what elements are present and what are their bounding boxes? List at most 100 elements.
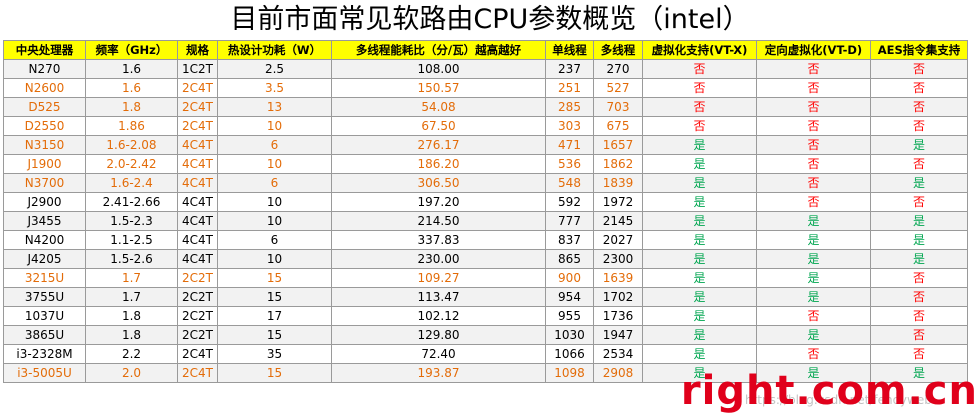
table-cell: 3755U xyxy=(3,287,86,307)
table-cell: J2900 xyxy=(3,192,86,212)
column-header: AES指令集支持 xyxy=(870,40,968,60)
table-cell: 13 xyxy=(217,97,332,117)
table-row: i3-2328M 2.2 2C4T 35 72.40 1066 2534 是否否 xyxy=(3,344,968,364)
url-watermark: https://blog.csdn.net/fenoyweb xyxy=(745,393,932,407)
support-flag-cell: 是 xyxy=(756,363,871,383)
table-cell: 1947 xyxy=(593,325,643,345)
support-flag-cell: 是 xyxy=(756,211,871,231)
support-flag-cell: 否 xyxy=(870,325,968,345)
table-cell: 1.6-2.08 xyxy=(85,135,178,155)
column-header: 规格 xyxy=(177,40,218,60)
support-flag-cell: 是 xyxy=(870,249,968,269)
table-row: 3865U 1.8 2C2T 15 129.80 1030 1947 是是否 xyxy=(3,325,968,345)
table-cell: 4C4T xyxy=(177,230,218,250)
support-flag-cell: 否 xyxy=(642,59,757,79)
column-header: 频率（GHz） xyxy=(85,40,178,60)
support-flag-cell: 是 xyxy=(756,230,871,250)
support-flag-cell: 否 xyxy=(756,59,871,79)
table-cell: 2C4T xyxy=(177,344,218,364)
table-cell: 1037U xyxy=(3,306,86,326)
table-row: N3150 1.6-2.08 4C4T 6 276.17 471 1657 是否是 xyxy=(3,135,968,155)
table-cell: 230.00 xyxy=(331,249,546,269)
table-body: N270 1.6 1C2T 2.5 108.00 237 270 否否否 N2600 1.6 2C4… xyxy=(3,59,968,383)
table-row: N2600 1.6 2C4T 3.5 150.57 251 527 否否否 xyxy=(3,78,968,98)
table-cell: 15 xyxy=(217,363,332,383)
support-flag-cell: 是 xyxy=(870,173,968,193)
page-title: 目前市面常见软路由CPU参数概览（intel） xyxy=(230,4,750,35)
table-cell: 276.17 xyxy=(331,135,546,155)
support-flag-cell: 否 xyxy=(870,344,968,364)
table-cell: 303 xyxy=(545,116,594,136)
table-cell: 1030 xyxy=(545,325,594,345)
table-cell: 2027 xyxy=(593,230,643,250)
support-flag-cell: 否 xyxy=(642,78,757,98)
table-cell: 108.00 xyxy=(331,59,546,79)
table-cell: 10 xyxy=(217,211,332,231)
table-cell: 2534 xyxy=(593,344,643,364)
table-row: 1037U 1.8 2C2T 17 102.12 955 1736 是否否 xyxy=(3,306,968,326)
table-cell: 6 xyxy=(217,135,332,155)
support-flag-cell: 是 xyxy=(756,268,871,288)
support-flag-cell: 否 xyxy=(870,78,968,98)
table-cell: 2C2T xyxy=(177,268,218,288)
table-cell: 2.5 xyxy=(217,59,332,79)
table-cell: 2C2T xyxy=(177,306,218,326)
table-cell: 3215U xyxy=(3,268,86,288)
table-cell: N2600 xyxy=(3,78,86,98)
support-flag-cell: 是 xyxy=(756,325,871,345)
column-header: 定向虚拟化(VT-D) xyxy=(756,40,871,60)
column-header: 虚拟化支持(VT-X) xyxy=(642,40,757,60)
table-cell: 527 xyxy=(593,78,643,98)
table-cell: 35 xyxy=(217,344,332,364)
table-cell: 1066 xyxy=(545,344,594,364)
table-cell: 1.86 xyxy=(85,116,178,136)
table-row: J1900 2.0-2.42 4C4T 10 186.20 536 1862 是否否 xyxy=(3,154,968,174)
table-cell: J1900 xyxy=(3,154,86,174)
table-cell: 15 xyxy=(217,268,332,288)
table-cell: 129.80 xyxy=(331,325,546,345)
support-flag-cell: 是 xyxy=(642,363,757,383)
table-cell: 1.8 xyxy=(85,97,178,117)
table-cell: 2908 xyxy=(593,363,643,383)
support-flag-cell: 是 xyxy=(756,249,871,269)
table-cell: 1.6 xyxy=(85,78,178,98)
table-row: D2550 1.86 2C4T 10 67.50 303 675 否否否 xyxy=(3,116,968,136)
table-cell: 197.20 xyxy=(331,192,546,212)
support-flag-cell: 否 xyxy=(642,97,757,117)
table-cell: 1639 xyxy=(593,268,643,288)
column-header: 中央处理器 xyxy=(3,40,86,60)
support-flag-cell: 否 xyxy=(756,78,871,98)
table-cell: 1.6-2.4 xyxy=(85,173,178,193)
support-flag-cell: 是 xyxy=(642,154,757,174)
table-cell: 1972 xyxy=(593,192,643,212)
support-flag-cell: 是 xyxy=(642,306,757,326)
support-flag-cell: 是 xyxy=(642,173,757,193)
table-cell: 337.83 xyxy=(331,230,546,250)
table-cell: 1862 xyxy=(593,154,643,174)
table-cell: N4200 xyxy=(3,230,86,250)
table-cell: i3-5005U xyxy=(3,363,86,383)
column-header: 多线程 xyxy=(593,40,643,60)
support-flag-cell: 否 xyxy=(756,116,871,136)
table-row: J3455 1.5-2.3 4C4T 10 214.50 777 2145 是是是 xyxy=(3,211,968,231)
table-cell: J4205 xyxy=(3,249,86,269)
table-cell: 900 xyxy=(545,268,594,288)
table-cell: 237 xyxy=(545,59,594,79)
support-flag-cell: 否 xyxy=(870,268,968,288)
table-cell: 2300 xyxy=(593,249,643,269)
table-cell: 72.40 xyxy=(331,344,546,364)
table-cell: 4C4T xyxy=(177,135,218,155)
table-cell: 4C4T xyxy=(177,173,218,193)
table-cell: 6 xyxy=(217,173,332,193)
table-cell: 270 xyxy=(593,59,643,79)
support-flag-cell: 否 xyxy=(642,116,757,136)
support-flag-cell: 否 xyxy=(756,192,871,212)
table-cell: 1702 xyxy=(593,287,643,307)
table-cell: D2550 xyxy=(3,116,86,136)
column-header: 热设计功耗（W） xyxy=(217,40,332,60)
table-cell: 10 xyxy=(217,192,332,212)
support-flag-cell: 否 xyxy=(756,154,871,174)
table-cell: 67.50 xyxy=(331,116,546,136)
table-cell: 4C4T xyxy=(177,154,218,174)
table-cell: i3-2328M xyxy=(3,344,86,364)
